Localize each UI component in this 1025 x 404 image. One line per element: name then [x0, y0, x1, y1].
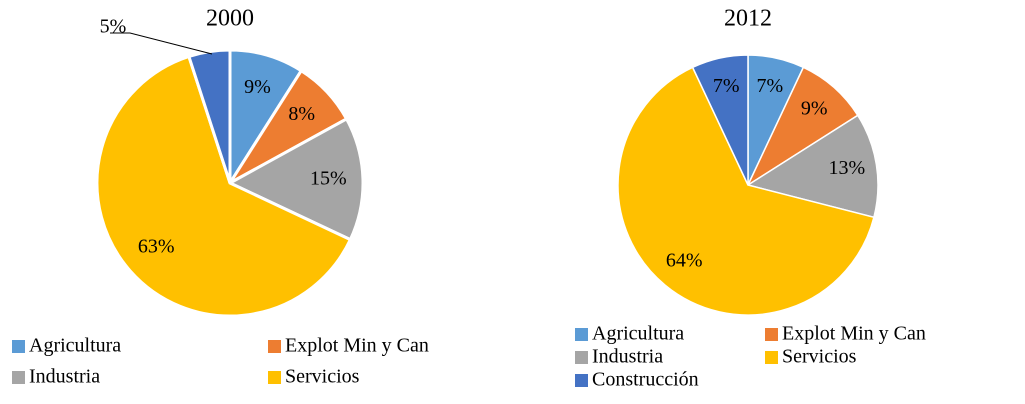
legend-label: Explot Min y Can [285, 335, 429, 357]
legend-label: Servicios [285, 366, 360, 388]
legend-swatch [12, 371, 25, 384]
pie-slice [226, 116, 365, 242]
legend-swatch [268, 371, 281, 384]
data-label: 5% [100, 16, 127, 38]
legend-swatch [575, 351, 588, 364]
legend-label: Agricultura [29, 335, 121, 357]
legend-label: Explot Min y Can [782, 323, 926, 345]
legend-label: Agricultura [592, 323, 684, 345]
data-label: 7% [757, 75, 784, 97]
leader-line [110, 32, 213, 55]
pie-slice [95, 54, 353, 318]
pie-slice [617, 66, 875, 316]
legend-swatch [765, 328, 778, 341]
chart-title: 2000 [206, 6, 254, 32]
chart-title: 2012 [724, 6, 772, 32]
data-label: 64% [666, 250, 703, 272]
data-label: 7% [713, 75, 740, 97]
data-label: 9% [244, 76, 271, 98]
legend-label: Industria [29, 366, 100, 388]
pie-slice [746, 114, 879, 219]
legend-swatch [765, 351, 778, 364]
legend-swatch [268, 340, 281, 353]
data-label: 9% [801, 98, 828, 120]
legend-swatch [575, 374, 588, 387]
legend-label: Industria [592, 346, 663, 368]
legend-label: Construcción [592, 369, 699, 391]
legend-swatch [575, 328, 588, 341]
data-label: 8% [288, 103, 315, 125]
data-label: 63% [138, 236, 175, 258]
pie-slice [187, 48, 232, 184]
data-label: 15% [310, 168, 347, 190]
legend-label: Servicios [782, 346, 857, 368]
pie-slice [691, 54, 749, 186]
legend-swatch [12, 340, 25, 353]
data-label: 13% [829, 157, 866, 179]
